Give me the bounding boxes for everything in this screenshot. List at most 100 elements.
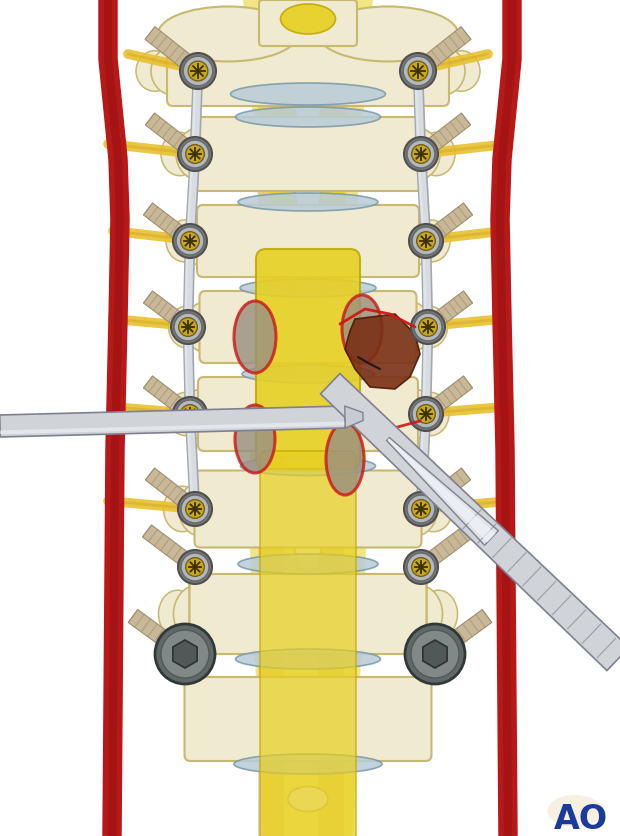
Circle shape [173, 398, 207, 431]
Ellipse shape [238, 194, 378, 212]
FancyBboxPatch shape [256, 250, 360, 470]
Ellipse shape [234, 754, 382, 774]
Polygon shape [143, 525, 200, 573]
Circle shape [185, 500, 205, 518]
Bar [318, 0, 344, 836]
Polygon shape [414, 72, 425, 155]
Polygon shape [186, 415, 193, 510]
Ellipse shape [240, 280, 376, 298]
Polygon shape [417, 525, 474, 573]
Polygon shape [143, 292, 192, 334]
Circle shape [181, 553, 209, 581]
Polygon shape [294, 545, 322, 573]
Ellipse shape [242, 365, 374, 384]
Polygon shape [294, 104, 322, 132]
Polygon shape [146, 468, 200, 515]
Circle shape [178, 138, 212, 171]
Circle shape [405, 624, 465, 684]
Ellipse shape [151, 48, 199, 96]
Polygon shape [185, 415, 200, 510]
Ellipse shape [547, 795, 603, 827]
Ellipse shape [389, 482, 438, 537]
Ellipse shape [236, 108, 381, 128]
Circle shape [418, 319, 437, 337]
Ellipse shape [326, 424, 364, 496]
Circle shape [180, 232, 200, 251]
Circle shape [411, 630, 459, 678]
Circle shape [403, 57, 433, 87]
Ellipse shape [318, 8, 458, 63]
Circle shape [161, 630, 209, 678]
Circle shape [178, 492, 212, 527]
FancyBboxPatch shape [190, 574, 427, 655]
Ellipse shape [231, 84, 386, 106]
Ellipse shape [158, 8, 298, 63]
Circle shape [176, 400, 204, 428]
FancyBboxPatch shape [185, 677, 432, 761]
Circle shape [180, 405, 200, 424]
Circle shape [400, 54, 436, 90]
Ellipse shape [411, 393, 449, 436]
FancyBboxPatch shape [167, 37, 449, 107]
Circle shape [404, 138, 438, 171]
Ellipse shape [179, 482, 226, 537]
Polygon shape [414, 72, 420, 155]
Circle shape [417, 232, 435, 251]
FancyBboxPatch shape [190, 574, 427, 655]
Bar [258, 0, 284, 836]
Polygon shape [190, 72, 203, 155]
Polygon shape [191, 72, 197, 155]
Ellipse shape [417, 48, 465, 96]
Text: AO: AO [554, 803, 608, 835]
FancyBboxPatch shape [195, 471, 422, 548]
Polygon shape [143, 376, 195, 421]
Circle shape [180, 54, 216, 90]
Polygon shape [184, 242, 188, 328]
Ellipse shape [415, 487, 453, 532]
Polygon shape [294, 189, 322, 217]
Ellipse shape [166, 221, 204, 263]
FancyBboxPatch shape [197, 206, 419, 278]
Circle shape [404, 492, 438, 527]
Ellipse shape [420, 590, 458, 638]
Circle shape [412, 500, 430, 518]
Ellipse shape [235, 405, 275, 473]
Ellipse shape [159, 590, 197, 638]
Polygon shape [184, 328, 195, 415]
Ellipse shape [394, 585, 443, 643]
Ellipse shape [182, 388, 230, 441]
Ellipse shape [241, 457, 376, 476]
Ellipse shape [164, 487, 202, 532]
Circle shape [414, 314, 442, 342]
Ellipse shape [412, 221, 450, 263]
Ellipse shape [169, 307, 206, 349]
Ellipse shape [384, 302, 433, 353]
Polygon shape [143, 204, 195, 247]
Ellipse shape [417, 133, 455, 176]
Circle shape [404, 550, 438, 584]
Polygon shape [173, 640, 197, 668]
FancyBboxPatch shape [259, 1, 357, 47]
Ellipse shape [181, 217, 229, 268]
Ellipse shape [167, 393, 205, 436]
Polygon shape [417, 155, 425, 242]
Circle shape [412, 558, 430, 577]
Polygon shape [413, 28, 471, 79]
Circle shape [176, 227, 204, 256]
Circle shape [188, 62, 208, 82]
Polygon shape [388, 439, 495, 543]
Polygon shape [146, 114, 200, 161]
Circle shape [185, 558, 205, 577]
Polygon shape [0, 422, 345, 435]
Polygon shape [0, 406, 345, 437]
Polygon shape [417, 415, 430, 510]
Circle shape [171, 311, 205, 344]
Polygon shape [423, 292, 472, 334]
Circle shape [185, 145, 205, 164]
Polygon shape [184, 328, 188, 415]
Circle shape [407, 496, 435, 523]
Ellipse shape [342, 296, 382, 364]
FancyBboxPatch shape [198, 378, 418, 451]
Circle shape [173, 225, 207, 258]
Ellipse shape [234, 302, 276, 374]
